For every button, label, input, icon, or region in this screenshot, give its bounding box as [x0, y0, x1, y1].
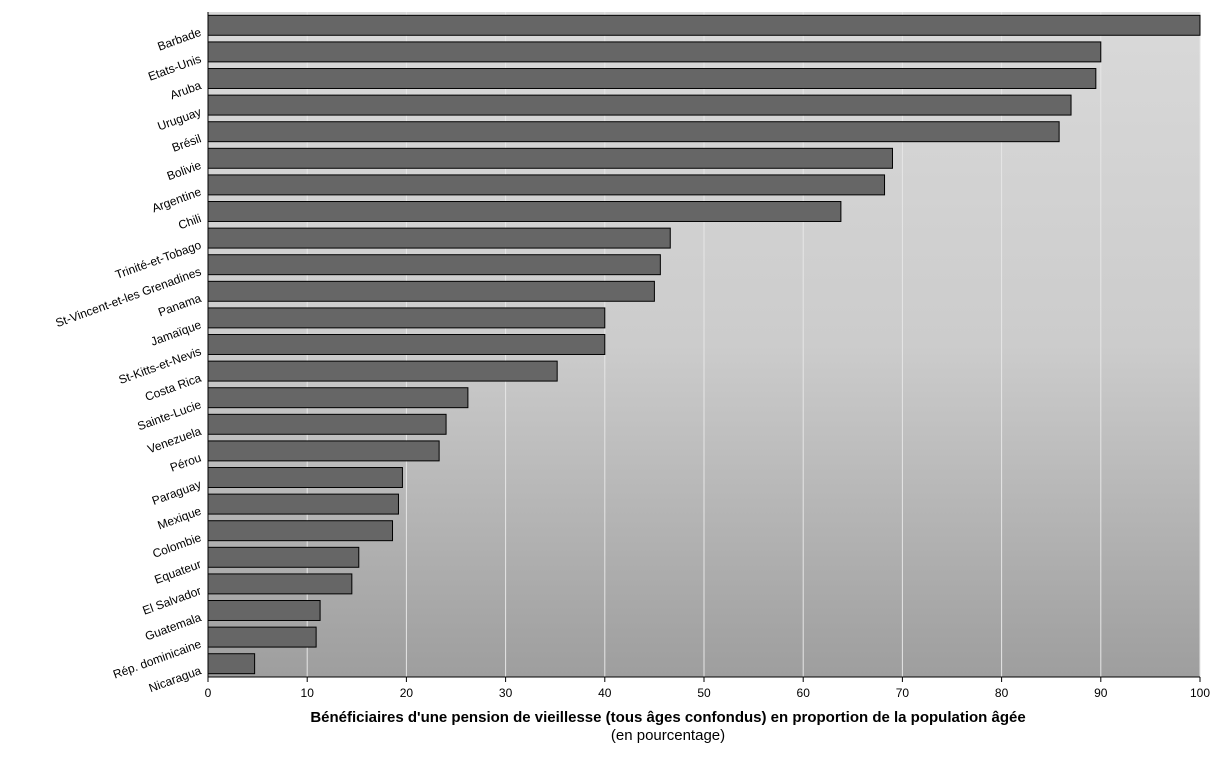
- bar: [207, 227, 671, 249]
- bar: [207, 520, 394, 542]
- bar: [207, 387, 469, 409]
- bar: [207, 573, 353, 595]
- x-tick-label: 80: [995, 686, 1009, 700]
- bar: [207, 201, 842, 222]
- bar: [207, 174, 886, 196]
- category-label: Mexique: [156, 504, 204, 533]
- category-label: Equateur: [152, 557, 203, 587]
- bar: [207, 121, 1060, 143]
- category-label: Jamaïque: [149, 317, 204, 348]
- category-labels: BarbadeEtats-UnisArubaUruguayBrésilBoliv…: [54, 25, 204, 695]
- x-tick-label: 20: [400, 686, 414, 700]
- bar: [207, 254, 661, 276]
- bars: [207, 14, 1201, 675]
- bar: [207, 653, 256, 675]
- category-label: Argentine: [150, 184, 203, 215]
- bar: [207, 14, 1201, 36]
- x-tick-label: 30: [499, 686, 513, 700]
- bar: [207, 546, 360, 568]
- category-label: Paraguay: [150, 477, 203, 508]
- x-ticks: 0 10 20 30 40 50 60 70 80 90 100: [205, 677, 1210, 700]
- x-tick-label: 50: [697, 686, 711, 700]
- category-label: Panama: [156, 291, 203, 320]
- bar: [207, 626, 317, 648]
- x-tick-label: 70: [896, 686, 910, 700]
- x-tick-label: 60: [797, 686, 811, 700]
- bar: [207, 493, 399, 515]
- category-label: Barbade: [156, 25, 204, 54]
- bar: [207, 280, 655, 302]
- bar: [207, 147, 893, 169]
- x-tick-label: 0: [205, 686, 212, 700]
- bar: [207, 467, 403, 488]
- bar: [207, 94, 1072, 116]
- x-tick-label: 10: [301, 686, 315, 700]
- x-tick-label: 100: [1190, 686, 1210, 700]
- category-label: Aruba: [168, 78, 203, 102]
- bar: [207, 360, 558, 382]
- bar: [207, 334, 606, 355]
- bar: [207, 68, 1097, 89]
- bar: [207, 307, 606, 329]
- category-label: Chili: [176, 211, 203, 232]
- bar: [207, 41, 1102, 63]
- category-label: Brésil: [170, 131, 203, 154]
- x-axis-title: Bénéficiaires d'une pension de vieilless…: [310, 709, 1026, 726]
- bar: [207, 413, 447, 435]
- category-label: Bolivie: [165, 158, 203, 183]
- category-label: Colombie: [151, 530, 204, 561]
- bar: [207, 440, 440, 462]
- category-label: Pérou: [168, 451, 203, 475]
- x-axis-subtitle: (en pourcentage): [610, 727, 726, 744]
- x-tick-label: 40: [598, 686, 612, 700]
- bar: [207, 600, 321, 621]
- category-label: Uruguay: [156, 105, 203, 134]
- x-tick-label: 90: [1094, 686, 1108, 700]
- category-label: Nicaragua: [147, 663, 203, 695]
